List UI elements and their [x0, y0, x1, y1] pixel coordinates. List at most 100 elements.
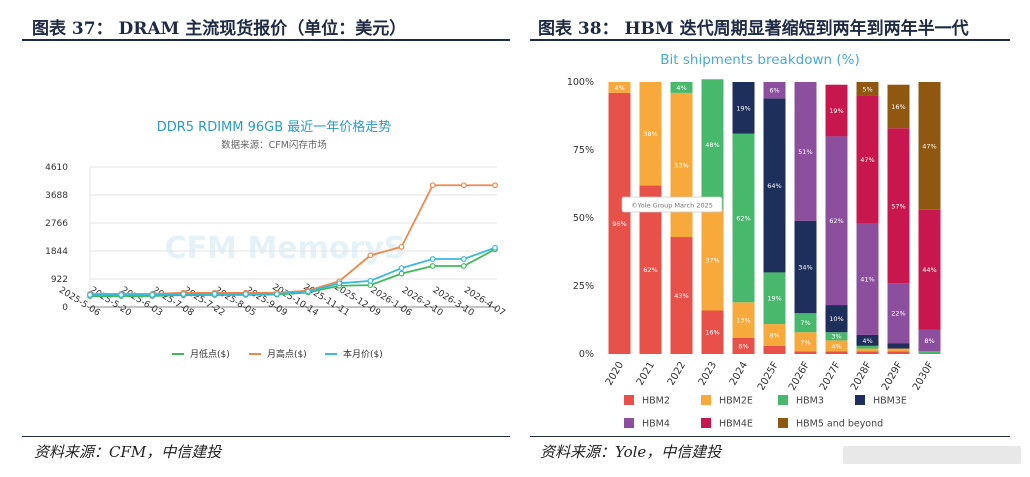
data-point: [398, 243, 405, 250]
bar-chart-legend: HBM2 HBM2E HBM3 HBM3E HBM4 HBM4E HBM5 and beyo…: [624, 395, 907, 430]
data-point: [367, 252, 374, 259]
legend-swatch: [624, 418, 634, 428]
bar-segment: [856, 223, 879, 335]
bar-segment: [918, 209, 941, 330]
data-point: [118, 291, 125, 298]
bar-data-label: 19%: [829, 107, 843, 115]
legend-label: 月高点($): [267, 348, 307, 360]
bar-segment: [856, 334, 879, 346]
bar-segment: [856, 82, 879, 96]
series-line: [90, 246, 496, 296]
bar-data-label: 6%: [769, 87, 779, 95]
bar-data-label: 3%: [831, 332, 841, 340]
bar-segment: [825, 332, 848, 341]
bar-segment: [794, 351, 817, 354]
bar-segment: [856, 348, 879, 352]
bar-segment: [732, 302, 755, 338]
bar-data-label: 41%: [860, 276, 874, 284]
data-point: [398, 270, 405, 277]
data-point: [429, 256, 436, 262]
bar-segment: [639, 82, 662, 186]
bar-segment: [794, 332, 817, 352]
line-chart-series: [87, 182, 498, 299]
left-source-note: 资料来源：CFM，中信建投: [34, 443, 222, 461]
legend-label: HBM2E: [719, 396, 753, 407]
bar-segment: [825, 84, 848, 137]
bar-data-label: 47%: [860, 156, 874, 164]
bar-segment: [794, 313, 817, 333]
bar-segment: [825, 351, 848, 354]
bar-data-label: 38%: [643, 130, 657, 138]
bar-data-label: 16%: [705, 329, 719, 337]
bar-data-label: 8%: [924, 337, 934, 345]
bar-data-label: 47%: [922, 142, 936, 150]
data-point: [492, 182, 498, 189]
data-point: [274, 291, 280, 297]
bar-data-label: 4%: [862, 337, 872, 345]
bar-segment: [887, 283, 910, 344]
x-tick-label: 2027F: [818, 360, 843, 393]
legend-swatch: [701, 395, 711, 405]
bar-data-label: 5%: [862, 85, 872, 93]
data-point: [336, 280, 343, 287]
bar-data-label: 43%: [674, 292, 688, 300]
y-tick-label: 100%: [567, 77, 594, 88]
hbm-bit-shipments-chart: Bit shipments breakdown (%) 0% 25% 50% 75% 1…: [567, 52, 941, 430]
bar-data-label: 13%: [736, 317, 750, 325]
bar-segment: [763, 324, 786, 346]
legend-label: HBM5 and beyond: [796, 419, 883, 430]
bar-segment: [701, 79, 724, 210]
x-tick-label: 2025F: [756, 360, 781, 393]
data-point: [460, 182, 467, 189]
bar-segment: [701, 310, 724, 354]
line-chart-y-axis: 0 922 1844 2766 3688 4610: [45, 163, 68, 313]
y-tick-label: 25%: [573, 281, 594, 292]
bar-segment: [918, 329, 941, 352]
line-chart-x-axis: 2025-5-062025-5-202025-6-032025-7-082025…: [57, 282, 507, 318]
bar-data-label: 6%: [738, 342, 748, 350]
bar-data-label: 19%: [736, 104, 750, 112]
bar-data-label: 57%: [891, 202, 905, 210]
y-tick-label: 3688: [45, 191, 68, 201]
ddr5-price-line-chart: DDR5 RDIMM 96GB 最近一年价格走势 数据来源：CFM闪存市场 CF…: [45, 119, 507, 360]
right-panel-header: 图表 38： HBM 迭代周期显著缩短到两年到两年半一代: [538, 19, 969, 39]
bar-segment: [918, 351, 941, 354]
bar-data-label: 48%: [705, 141, 719, 149]
bar-segment: [608, 82, 631, 93]
left-header-rule: [22, 39, 510, 41]
x-tick-label: 2023: [697, 360, 719, 388]
line-chart-legend: 月低点($) 月高点($) 本月价($): [172, 348, 383, 360]
bar-data-label: 4%: [614, 84, 624, 92]
legend-label: 月低点($): [190, 348, 230, 360]
bar-segment: [670, 237, 693, 354]
data-point: [398, 265, 405, 272]
watermark-box: [621, 196, 723, 213]
bar-segment: [794, 82, 817, 221]
data-point: [460, 263, 467, 269]
blurred-watermark: [843, 446, 1021, 464]
bar-segment: [887, 351, 910, 354]
x-tick-label: 2026F: [787, 360, 812, 393]
data-point: [492, 244, 498, 251]
legend-label: HBM2: [642, 396, 670, 407]
data-point: [180, 291, 187, 297]
data-point: [429, 263, 436, 269]
bar-segment: [763, 82, 786, 99]
y-tick-label: 75%: [573, 145, 594, 156]
line-chart-gridlines: [89, 166, 497, 308]
bar-segment: [639, 185, 662, 354]
x-tick-label: 2021: [635, 360, 657, 388]
legend-swatch: [624, 395, 634, 405]
data-point: [429, 182, 436, 189]
watermark-text: ©Yole Group March 2025: [631, 202, 713, 210]
line-chart-subtitle: 数据来源：CFM闪存市场: [221, 139, 327, 151]
bar-data-label: 37%: [705, 257, 719, 265]
bar-segment: [701, 209, 724, 311]
bar-data-label: 19%: [767, 295, 781, 303]
bar-segment: [763, 98, 786, 273]
x-tick-label: 2028F: [849, 360, 874, 393]
right-source-note: 资料来源：Yole，中信建投: [540, 443, 722, 461]
y-tick-label: 2766: [45, 219, 68, 229]
bar-segment: [763, 272, 786, 325]
legend-label: HBM4E: [719, 419, 753, 430]
